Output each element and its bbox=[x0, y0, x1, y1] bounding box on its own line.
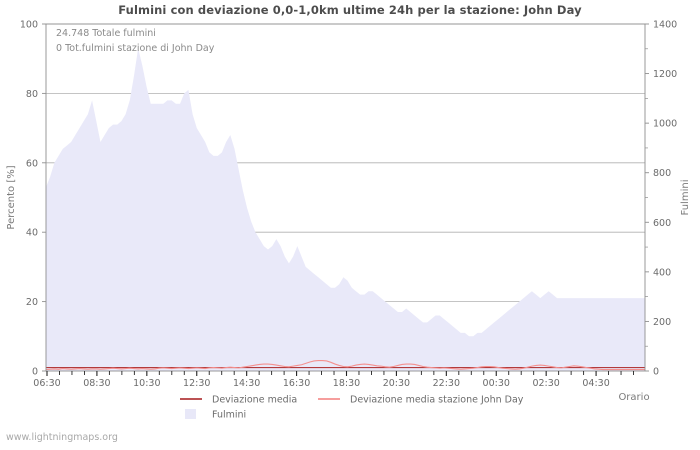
y2-tick-label: 1200 bbox=[653, 69, 677, 80]
y-tick-label: 20 bbox=[26, 297, 38, 308]
legend-swatch bbox=[185, 409, 196, 419]
x-tick-label: 08:30 bbox=[83, 378, 110, 389]
annotation-station-total: 0 Tot.fulmini stazione di John Day bbox=[56, 43, 215, 54]
y2-tick-label: 200 bbox=[653, 317, 671, 328]
watermark-text: www.lightningmaps.org bbox=[6, 432, 118, 443]
y2-tick-label: 400 bbox=[653, 267, 671, 278]
y-tick-label: 40 bbox=[26, 228, 38, 239]
y-tick-label: 60 bbox=[26, 158, 38, 169]
x-tick-label: 00:30 bbox=[483, 378, 510, 389]
y-tick-label: 80 bbox=[26, 89, 38, 100]
x-tick-label: 14:30 bbox=[233, 378, 260, 389]
x-axis-title: Orario bbox=[618, 392, 649, 403]
x-tick-label: 12:30 bbox=[183, 378, 210, 389]
x-tick-label: 18:30 bbox=[333, 378, 360, 389]
x-tick-label: 16:30 bbox=[283, 378, 310, 389]
legend-label: Deviazione media stazione John Day bbox=[350, 395, 524, 406]
x-tick-label: 06:30 bbox=[33, 378, 60, 389]
x-tick-label: 22:30 bbox=[433, 378, 460, 389]
y2-tick-label: 800 bbox=[653, 168, 671, 179]
axis-labels: 020406080100020040060080010001200140006:… bbox=[6, 20, 691, 404]
y2-tick-label: 600 bbox=[653, 218, 671, 229]
annotation-total: 24.748 Totale fulmini bbox=[56, 28, 156, 39]
chart-legend: Deviazione media Deviazione media stazion… bbox=[180, 395, 524, 421]
x-tick-label: 04:30 bbox=[582, 378, 609, 389]
y2-tick-label: 1400 bbox=[653, 20, 677, 31]
deviation-line-series bbox=[45, 360, 645, 371]
area-fulmini bbox=[46, 48, 645, 371]
legend-label: Fulmini bbox=[212, 410, 246, 421]
axis-ticks bbox=[42, 23, 649, 376]
y2-tick-label: 1000 bbox=[653, 119, 677, 130]
x-tick-label: 20:30 bbox=[383, 378, 410, 389]
y2-tick-label: 0 bbox=[653, 367, 659, 378]
y-axis-title: Percento [%] bbox=[6, 165, 17, 229]
x-tick-label: 10:30 bbox=[133, 378, 160, 389]
line-deviazione-media-stazione-john-day bbox=[45, 360, 645, 371]
chart-title: Fulmini con deviazione 0,0-1,0km ultime … bbox=[118, 3, 582, 17]
legend-label: Deviazione media bbox=[212, 395, 297, 406]
fulmini-area-series bbox=[46, 48, 645, 371]
y2-axis-title: Fulmini bbox=[680, 180, 691, 216]
y-tick-label: 100 bbox=[20, 20, 38, 31]
y-tick-label: 0 bbox=[32, 367, 38, 378]
x-tick-label: 02:30 bbox=[532, 378, 559, 389]
annotations-group: 24.748 Totale fulmini 0 Tot.fulmini stazi… bbox=[56, 28, 215, 54]
